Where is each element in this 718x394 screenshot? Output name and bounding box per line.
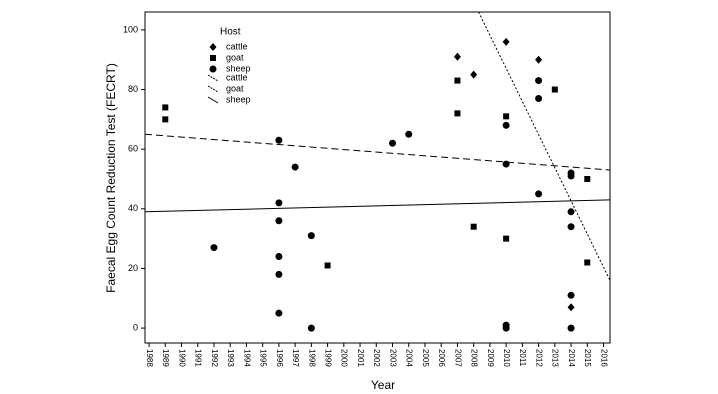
x-tick-label: 2005 [421,349,430,367]
x-tick-label: 1989 [161,349,170,367]
point [502,324,510,332]
x-tick-label: 2000 [340,349,349,367]
legend-label: goat [226,83,244,93]
point [453,52,461,61]
legend-line [207,74,219,82]
point [470,223,477,230]
point [584,175,591,182]
x-tick-label: 2003 [388,349,397,367]
y-axis-title: Faecal Egg Count Reduction Test (FECRT) [104,63,118,293]
point [535,55,543,64]
x-tick-label: 1997 [291,349,300,367]
point [162,116,169,123]
point [454,77,461,84]
point [275,217,283,225]
x-tick-label: 1990 [177,349,186,367]
point [567,324,575,332]
x-tick-label: 2010 [502,349,511,367]
trend-line [144,133,611,171]
point [162,104,169,111]
x-tick-label: 1999 [323,349,332,367]
x-tick-label: 2006 [437,349,446,367]
legend-label: sheep [226,94,251,104]
x-tick-label: 1988 [145,349,154,367]
x-tick-label: 2007 [453,349,462,367]
point [405,130,413,138]
plot-area [144,11,611,344]
x-tick-label: 1996 [275,349,284,367]
point [324,262,331,269]
legend-label: cattle [226,72,248,82]
point [503,235,510,242]
point [307,232,315,240]
x-tick-label: 2011 [518,349,527,367]
point [291,163,299,171]
x-tick-label: 2014 [567,349,576,367]
legend-line [207,96,219,104]
x-tick-label: 2016 [599,349,608,367]
legend-label: goat [226,52,244,62]
point [551,86,558,93]
x-tick-label: 2009 [486,349,495,367]
x-tick-label: 1995 [259,349,268,367]
point [502,160,510,168]
point [567,223,575,231]
legend-title: Host [220,27,241,38]
point [210,244,218,252]
point [275,270,283,278]
x-tick-label: 2001 [356,349,365,367]
x-tick-label: 2015 [583,349,592,367]
point [502,37,510,46]
legend-line [207,85,219,93]
legend-label: sheep [226,63,251,73]
y-tick-label: 80 [128,84,138,94]
y-tick-label: 100 [123,24,138,34]
x-tick-label: 1991 [194,349,203,367]
point [567,291,575,299]
x-axis-title: Year [371,378,395,392]
x-tick-label: 2002 [372,349,381,367]
point [503,113,510,120]
legend-marker [210,55,216,61]
trend-line [144,199,611,213]
point [275,309,283,317]
legend-label: cattle [226,41,248,51]
point [275,199,283,207]
legend-marker [209,43,217,51]
x-tick-label: 2012 [534,349,543,367]
y-tick-label: 60 [128,144,138,154]
y-tick-label: 40 [128,203,138,213]
x-tick-label: 1998 [307,349,316,367]
point [567,208,575,216]
point [275,253,283,261]
x-tick-label: 1992 [210,349,219,367]
x-tick-label: 2004 [405,349,414,367]
point [567,303,575,312]
trend-line [478,11,611,281]
x-tick-label: 1994 [242,349,251,367]
point [389,139,397,147]
y-tick-label: 20 [128,263,138,273]
point [535,94,543,102]
point [470,70,478,79]
y-tick-label: 0 [133,322,138,332]
point [307,324,315,332]
x-tick-label: 2008 [470,349,479,367]
legend-marker [209,65,217,73]
point [567,172,575,180]
point [584,259,591,266]
point [454,110,461,117]
point [535,190,543,198]
x-tick-label: 2013 [551,349,560,367]
point [275,136,283,144]
x-tick-label: 1993 [226,349,235,367]
point [502,121,510,129]
point [535,77,543,85]
